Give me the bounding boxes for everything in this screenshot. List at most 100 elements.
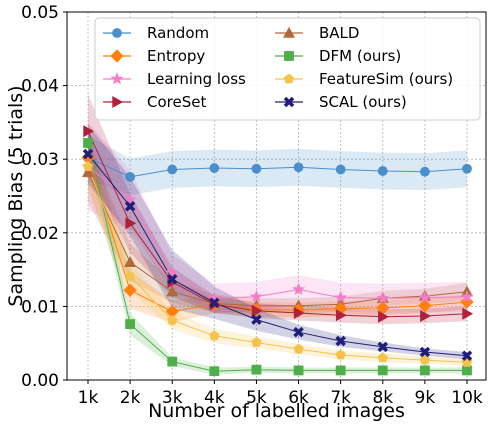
legend-item-featuresim-ours-: FeatureSim (ours) bbox=[275, 70, 453, 88]
point-random bbox=[462, 163, 472, 174]
point-coreset bbox=[251, 304, 263, 317]
line-learning-loss bbox=[87, 166, 468, 299]
legend-label: BALD bbox=[319, 24, 359, 42]
confidence-bands bbox=[88, 94, 467, 375]
legend-item-dfm-ours-: DFM (ours) bbox=[275, 47, 401, 65]
point-entropy bbox=[418, 299, 432, 313]
point-learning-loss bbox=[123, 192, 137, 206]
legend-box bbox=[94, 17, 481, 121]
series-markers bbox=[81, 125, 474, 377]
x-tick-label: 7k bbox=[330, 388, 351, 408]
point-coreset bbox=[125, 217, 137, 230]
line-random bbox=[87, 157, 468, 178]
y-tick-label: 0.03 bbox=[21, 150, 59, 170]
legend-item-learning-loss: Learning loss bbox=[103, 70, 246, 88]
band-learning-loss bbox=[88, 122, 467, 314]
point-learning-loss bbox=[418, 290, 432, 304]
band-random bbox=[88, 135, 467, 196]
y-tick-label: 0.00 bbox=[21, 371, 59, 391]
point-entropy bbox=[123, 283, 137, 297]
legend-marker bbox=[112, 28, 122, 38]
point-learning-loss bbox=[460, 290, 474, 303]
point-dfm-ours- bbox=[377, 365, 388, 376]
point-scal-ours- bbox=[209, 297, 220, 308]
point-featuresim-ours- bbox=[293, 343, 304, 354]
y-tick-label: 0.01 bbox=[21, 297, 59, 317]
point-coreset bbox=[378, 310, 389, 323]
x-tick-label: 10k bbox=[451, 388, 483, 408]
x-tick-label: 3k bbox=[162, 388, 183, 408]
line-featuresim-ours- bbox=[87, 166, 468, 363]
legend-marker bbox=[110, 49, 124, 63]
point-featuresim-ours- bbox=[167, 314, 178, 325]
x-tick-label: 8k bbox=[372, 388, 393, 408]
line-coreset bbox=[87, 130, 468, 318]
point-learning-loss bbox=[334, 290, 348, 304]
plot-frame bbox=[66, 11, 487, 381]
point-bald bbox=[124, 256, 137, 267]
point-coreset bbox=[83, 125, 95, 138]
x-tick-label: 9k bbox=[415, 388, 436, 408]
point-learning-loss bbox=[292, 282, 306, 295]
legend-marker bbox=[110, 72, 124, 85]
legend-item-scal-ours-: SCAL (ours) bbox=[275, 93, 407, 111]
y-axis-ticks: 0.00 0.01 0.02 0.03 0.04 0.05 bbox=[21, 3, 67, 391]
point-random bbox=[419, 166, 430, 177]
point-dfm-ours- bbox=[251, 364, 262, 375]
point-scal-ours- bbox=[82, 148, 94, 160]
x-tick-label: 6k bbox=[288, 388, 309, 408]
line-bald bbox=[87, 172, 468, 307]
legend-label: Learning loss bbox=[147, 70, 246, 88]
legend-label: DFM (ours) bbox=[319, 47, 401, 65]
legend-label: Entropy bbox=[147, 47, 205, 65]
point-coreset bbox=[420, 309, 432, 322]
legend-item-random: Random bbox=[103, 24, 209, 42]
point-scal-ours- bbox=[419, 346, 431, 358]
point-random bbox=[335, 164, 346, 175]
x-tick-label: 5k bbox=[246, 388, 267, 408]
point-dfm-ours- bbox=[335, 365, 346, 376]
point-random bbox=[167, 164, 178, 175]
y-tick-label: 0.05 bbox=[21, 3, 59, 23]
legend-item-bald: BALD bbox=[275, 24, 359, 42]
point-learning-loss bbox=[376, 291, 390, 304]
point-random bbox=[125, 171, 136, 182]
point-bald bbox=[81, 166, 95, 178]
point-scal-ours- bbox=[461, 350, 473, 361]
point-scal-ours- bbox=[124, 201, 136, 212]
point-dfm-ours- bbox=[462, 365, 472, 376]
legend-label: Random bbox=[147, 24, 209, 42]
point-featuresim-ours- bbox=[251, 337, 262, 347]
point-random bbox=[377, 166, 388, 176]
legend-label: SCAL (ours) bbox=[319, 93, 407, 111]
point-bald bbox=[166, 285, 179, 297]
point-coreset bbox=[335, 309, 347, 322]
legend-item-coreset: CoreSet bbox=[103, 93, 206, 111]
point-scal-ours- bbox=[293, 326, 304, 338]
band-scal-ours- bbox=[88, 124, 467, 360]
point-random bbox=[251, 163, 262, 174]
y-axis-label: Sampling Bias (5 trials) bbox=[5, 85, 27, 306]
point-random bbox=[209, 163, 220, 173]
x-axis-ticks: 1k 2k 3k 4k 5k 6k 7k 8k 9k 10k bbox=[78, 380, 483, 408]
point-entropy bbox=[460, 295, 474, 309]
point-dfm-ours- bbox=[125, 319, 136, 329]
point-featuresim-ours- bbox=[419, 354, 431, 365]
legend-label: FeatureSim (ours) bbox=[319, 70, 453, 88]
point-learning-loss bbox=[165, 265, 179, 279]
legend-marker bbox=[283, 73, 295, 84]
point-scal-ours- bbox=[377, 341, 389, 353]
legend-marker bbox=[284, 51, 294, 61]
series-lines bbox=[87, 130, 468, 372]
x-tick-label: 1k bbox=[78, 388, 99, 408]
legend-label: CoreSet bbox=[147, 93, 206, 111]
point-featuresim-ours- bbox=[335, 349, 346, 360]
x-axis-label: Number of labelled images bbox=[148, 400, 405, 422]
point-dfm-ours- bbox=[293, 365, 304, 376]
legend-marker bbox=[283, 96, 295, 108]
point-scal-ours- bbox=[251, 314, 262, 325]
point-learning-loss bbox=[249, 289, 263, 303]
point-scal-ours- bbox=[335, 335, 346, 347]
point-random bbox=[293, 162, 304, 173]
